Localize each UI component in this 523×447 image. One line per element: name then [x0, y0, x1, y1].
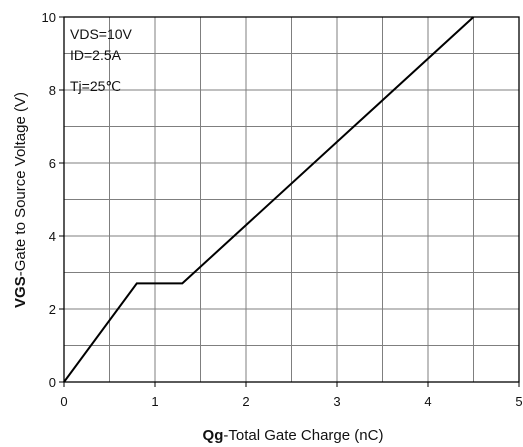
- plot-frame: [63, 16, 520, 383]
- x-tick-label: 3: [333, 394, 340, 409]
- x-tick-label: 1: [151, 394, 158, 409]
- x-tick-label: 5: [515, 394, 522, 409]
- x-axis-title: Qg-Total Gate Charge (nC): [203, 427, 384, 444]
- annotation-vds: VDS=10V: [70, 26, 133, 42]
- annotation-id: ID=2.5A: [70, 47, 122, 63]
- y-tick-label: 8: [49, 83, 56, 98]
- annotation-tj: Tj=25℃: [70, 78, 121, 94]
- x-tick-label: 0: [60, 394, 67, 409]
- x-axis-title-bold: Qg: [203, 427, 224, 444]
- x-tick-label: 2: [242, 394, 249, 409]
- y-tick-label: 10: [42, 10, 56, 25]
- x-tick-label: 4: [424, 394, 431, 409]
- y-tick-label: 4: [49, 229, 56, 244]
- series-layer: [63, 16, 475, 383]
- y-tick-label: 0: [49, 375, 56, 390]
- y-axis-title-bold: VGS: [12, 276, 29, 308]
- x-axis-title-rest: -Total Gate Charge (nC): [223, 427, 383, 444]
- y-tick-label: 6: [49, 156, 56, 171]
- grid-layer: [64, 17, 519, 382]
- series-line-gate-charge: [63, 16, 475, 383]
- tick-layer: 0 1 2 3 4 5 0 2 4 6 8 10: [42, 10, 523, 409]
- y-axis-title-rest: -Gate to Source Voltage (V): [12, 92, 29, 276]
- y-tick-label: 2: [49, 302, 56, 317]
- y-axis-title: VGS-Gate to Source Voltage (V): [12, 92, 29, 308]
